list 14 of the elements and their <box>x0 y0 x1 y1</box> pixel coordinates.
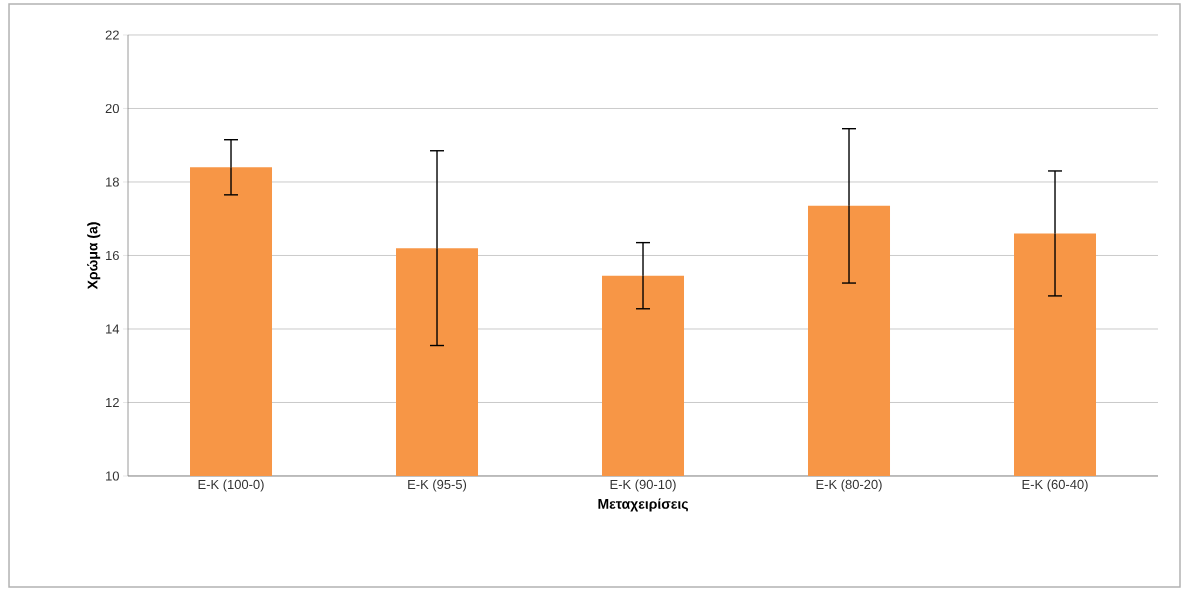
y-tick-label: 10 <box>106 471 119 481</box>
y-tick-label: 16 <box>106 250 119 261</box>
x-axis-title: Μεταχειρίσεις <box>598 498 688 512</box>
y-tick-label: 22 <box>105 30 119 40</box>
y-tick-label: 18 <box>106 177 119 187</box>
x-tick-label: E-K (95-5) <box>408 479 467 492</box>
x-tick-label: E-K (80-20) <box>816 479 882 492</box>
x-tick-label: E-K (90-10) <box>610 479 676 492</box>
y-axis-title: Χρώμα (a) <box>87 222 101 290</box>
y-tick-label: 20 <box>105 103 119 114</box>
x-tick-label: E-K (60-40) <box>1022 479 1088 492</box>
x-tick-label: E-K (100-0) <box>198 479 264 492</box>
y-tick-label: 12 <box>106 397 119 408</box>
y-tick-label: 14 <box>106 324 120 334</box>
